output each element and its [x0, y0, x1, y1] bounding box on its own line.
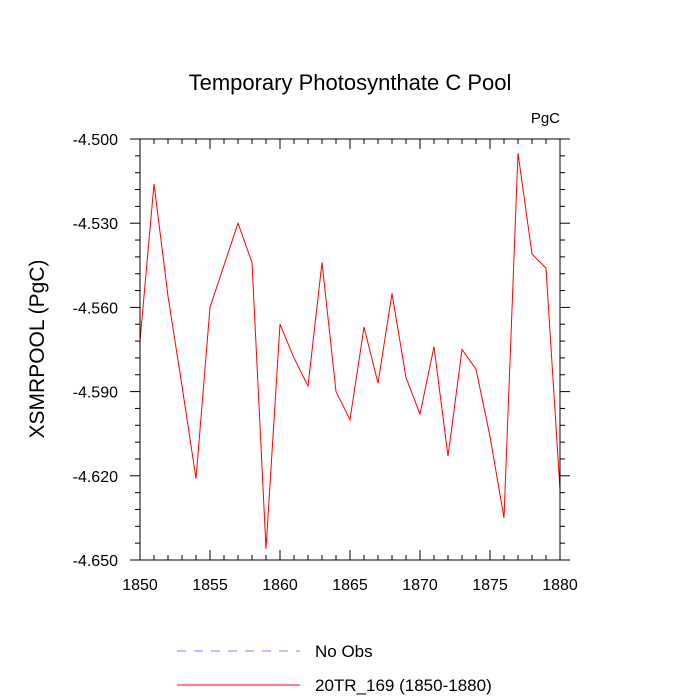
plot-area — [139, 152, 561, 549]
units-label: PgC — [531, 110, 560, 127]
y-tick-label: -4.620 — [73, 469, 118, 486]
x-tick-label: 1860 — [262, 577, 298, 594]
legend-label: 20TR_169 (1850-1880) — [315, 676, 492, 695]
x-tick-label: 1850 — [122, 577, 158, 594]
x-tick-label: 1880 — [542, 577, 578, 594]
y-tick-label: -4.650 — [73, 553, 118, 570]
x-tick-label: 1870 — [402, 577, 438, 594]
x-tick-label: 1855 — [192, 577, 228, 594]
legend: No Obs 20TR_169 (1850-1880) — [177, 642, 492, 695]
y-tick-label: -4.500 — [73, 132, 118, 149]
chart-title: Temporary Photosynthate C Pool — [189, 70, 512, 95]
y-tick-label: -4.590 — [73, 385, 118, 402]
series-line — [139, 152, 561, 549]
plot-frame — [139, 138, 561, 561]
y-tick-label: -4.560 — [73, 300, 118, 317]
y-tick-label: -4.530 — [73, 216, 118, 233]
y-axis-label: XSMRPOOL (PgC) — [26, 260, 49, 439]
legend-label: No Obs — [315, 642, 373, 661]
ticks-layer: 1850 1855 1860 1865 1870 1875 1880 -4.500 -4.530… — [73, 132, 578, 594]
x-tick-label: 1865 — [332, 577, 368, 594]
x-tick-label: 1875 — [472, 577, 508, 594]
